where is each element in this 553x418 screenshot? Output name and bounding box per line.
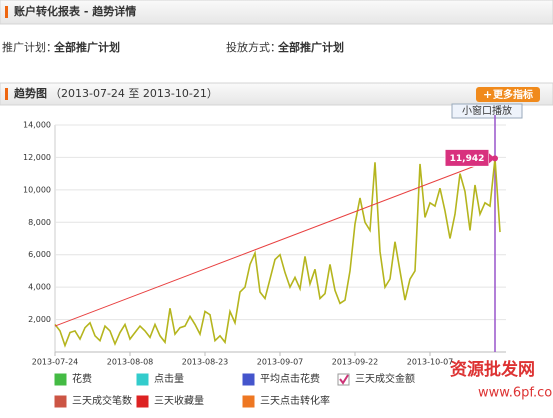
highlight-point (492, 155, 498, 162)
y-tick-label: 10,000 (23, 185, 51, 194)
callout-label: 11,942 (450, 154, 485, 164)
legend-label[interactable]: 三天点击转化率 (260, 394, 330, 407)
filter-label: 投放方式： (226, 40, 281, 54)
panel-title: 趋势图 (14, 86, 47, 100)
y-tick-label: 8,000 (28, 218, 51, 227)
legend-swatch[interactable] (242, 373, 255, 386)
filter-label: 推广计划： (2, 40, 57, 54)
button-icon: + (483, 88, 492, 101)
legend-label[interactable]: 三天成交笔数 (72, 394, 132, 407)
panel-mark (5, 88, 8, 100)
legend-swatch[interactable] (54, 395, 67, 408)
legend-label[interactable]: 点击量 (154, 373, 184, 385)
legend-swatch[interactable] (54, 373, 67, 386)
watermark: 资源批发网 (450, 359, 535, 380)
header-mark (5, 6, 8, 18)
x-tick-label: 2013-09-22 (332, 358, 379, 367)
x-tick-label: 2013-10-07 (407, 358, 454, 367)
more-button[interactable] (476, 87, 540, 102)
y-tick-label: 6,000 (28, 250, 51, 259)
legend-swatch[interactable] (337, 373, 350, 386)
button-label: 更多指标 (493, 88, 533, 101)
panel-range: （2013-07-24 至 2013-10-21） (50, 87, 218, 100)
filter-value: 全部推广计划 (277, 40, 344, 54)
x-tick-label: 2013-08-23 (182, 358, 229, 367)
y-tick-label: 14,000 (23, 121, 51, 130)
header-bar (0, 0, 553, 25)
legend-label[interactable]: 花费 (72, 372, 92, 385)
y-tick-label: 2,000 (28, 315, 51, 324)
legend-label[interactable]: 平均点击花费 (260, 372, 320, 385)
header-title: 账户转化报表 - 趋势详情 (14, 4, 136, 18)
filter-value: 全部推广计划 (53, 40, 120, 54)
y-tick-label: 4,000 (28, 283, 51, 292)
x-tick-label: 2013-07-24 (32, 358, 79, 367)
watermark-url: www.6pf.com (478, 386, 553, 401)
legend-label[interactable]: 三天成交金额 (355, 372, 415, 385)
x-tick-label: 2013-08-08 (107, 358, 154, 367)
legend-label[interactable]: 三天收藏量 (154, 394, 204, 407)
legend-swatch[interactable] (136, 373, 149, 386)
legend-check (339, 374, 349, 385)
popout-button[interactable] (451, 103, 523, 119)
legend-swatch[interactable] (242, 395, 255, 408)
y-tick-label: 12,000 (23, 153, 51, 162)
popout-label: 小窗口播放 (462, 104, 512, 117)
legend-swatch[interactable] (136, 395, 149, 408)
panel-bar (0, 82, 553, 106)
trend-line (54, 157, 496, 327)
x-tick-label: 2013-09-07 (257, 358, 304, 367)
series-line (54, 158, 501, 348)
